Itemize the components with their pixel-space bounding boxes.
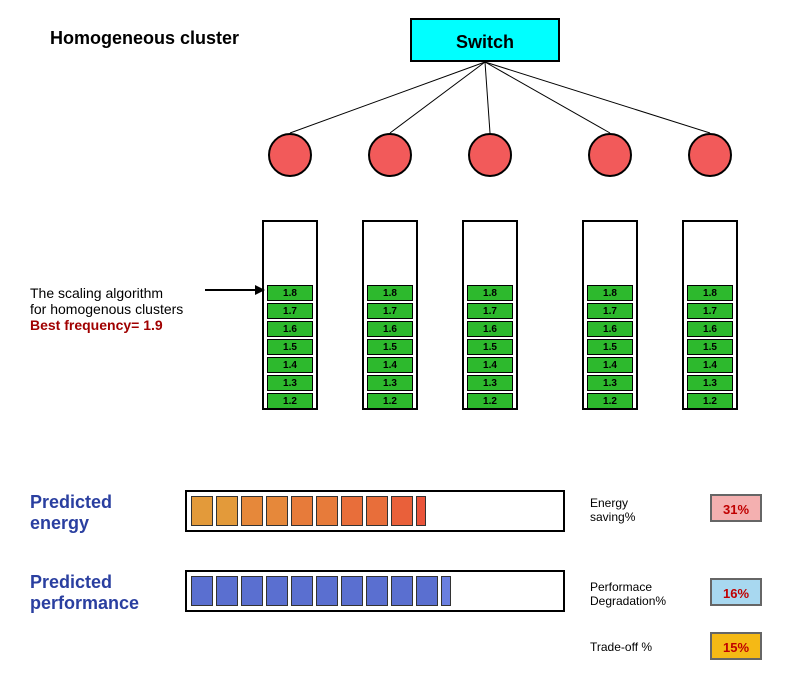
predicted-segment bbox=[241, 576, 263, 606]
algo-line2: for homogenous clusters bbox=[30, 301, 183, 317]
frequency-slot: 1.6 bbox=[467, 321, 513, 337]
arrow-head bbox=[255, 285, 265, 295]
predicted-label: Predicted energy bbox=[30, 492, 112, 534]
frequency-slot: 1.4 bbox=[587, 357, 633, 373]
frequency-slot: 1.6 bbox=[587, 321, 633, 337]
frequency-slot: 1.3 bbox=[467, 375, 513, 391]
predicted-segment bbox=[316, 496, 338, 526]
frequency-slot: 1.7 bbox=[587, 303, 633, 319]
predicted-bar bbox=[185, 570, 565, 612]
connection-wires bbox=[0, 0, 800, 250]
predicted-segment bbox=[291, 576, 313, 606]
frequency-slot: 1.7 bbox=[367, 303, 413, 319]
frequency-container: 1.8 1.7 1.6 1.5 1.4 1.3 1.2 bbox=[582, 220, 638, 410]
predicted-segment bbox=[416, 496, 426, 526]
predicted-segment bbox=[341, 576, 363, 606]
node-circle bbox=[588, 133, 632, 177]
predicted-segment bbox=[366, 576, 388, 606]
frequency-slot: 1.5 bbox=[687, 339, 733, 355]
frequency-container: 1.8 1.7 1.6 1.5 1.4 1.3 1.2 bbox=[462, 220, 518, 410]
frequency-slot: 1.2 bbox=[687, 393, 733, 409]
frequency-slot: 1.6 bbox=[687, 321, 733, 337]
predicted-bar bbox=[185, 490, 565, 532]
frequency-slot: 1.2 bbox=[367, 393, 413, 409]
algorithm-label: The scaling algorithm for homogenous clu… bbox=[30, 285, 183, 333]
metric-value-box: 16% bbox=[710, 578, 762, 606]
predicted-segment bbox=[416, 576, 438, 606]
predicted-segment bbox=[216, 576, 238, 606]
predicted-segment bbox=[241, 496, 263, 526]
predicted-segment bbox=[391, 496, 413, 526]
metric-value-box: 31% bbox=[710, 494, 762, 522]
predicted-segment bbox=[191, 576, 213, 606]
frequency-slot: 1.7 bbox=[687, 303, 733, 319]
frequency-slot: 1.5 bbox=[587, 339, 633, 355]
predicted-segment bbox=[341, 496, 363, 526]
predicted-segment bbox=[266, 496, 288, 526]
frequency-slot: 1.6 bbox=[367, 321, 413, 337]
predicted-segment bbox=[366, 496, 388, 526]
predicted-segment bbox=[316, 576, 338, 606]
frequency-slot: 1.8 bbox=[687, 285, 733, 301]
node-circle bbox=[268, 133, 312, 177]
predicted-segment bbox=[391, 576, 413, 606]
frequency-slot: 1.4 bbox=[267, 357, 313, 373]
frequency-slot: 1.2 bbox=[267, 393, 313, 409]
predicted-segment bbox=[266, 576, 288, 606]
predicted-label: Predicted performance bbox=[30, 572, 139, 614]
predicted-segment bbox=[216, 496, 238, 526]
metric-value-box: 15% bbox=[710, 632, 762, 660]
metric-label: Performace Degradation% bbox=[590, 580, 666, 608]
best-frequency: Best frequency= 1.9 bbox=[30, 317, 163, 333]
predicted-segment bbox=[191, 496, 213, 526]
frequency-slot: 1.5 bbox=[367, 339, 413, 355]
predicted-segment bbox=[441, 576, 451, 606]
metric-label: Trade-off % bbox=[590, 640, 652, 654]
frequency-slot: 1.7 bbox=[267, 303, 313, 319]
frequency-slot: 1.6 bbox=[267, 321, 313, 337]
frequency-slot: 1.8 bbox=[587, 285, 633, 301]
node-circle bbox=[368, 133, 412, 177]
frequency-slot: 1.5 bbox=[267, 339, 313, 355]
frequency-slot: 1.8 bbox=[267, 285, 313, 301]
frequency-slot: 1.8 bbox=[467, 285, 513, 301]
frequency-slot: 1.3 bbox=[587, 375, 633, 391]
algo-line1: The scaling algorithm bbox=[30, 285, 163, 301]
frequency-slot: 1.4 bbox=[367, 357, 413, 373]
frequency-slot: 1.3 bbox=[267, 375, 313, 391]
frequency-slot: 1.3 bbox=[367, 375, 413, 391]
frequency-slot: 1.2 bbox=[587, 393, 633, 409]
frequency-container: 1.8 1.7 1.6 1.5 1.4 1.3 1.2 bbox=[362, 220, 418, 410]
node-circle bbox=[688, 133, 732, 177]
node-circle bbox=[468, 133, 512, 177]
arrow-line bbox=[205, 289, 255, 291]
frequency-slot: 1.4 bbox=[687, 357, 733, 373]
frequency-slot: 1.3 bbox=[687, 375, 733, 391]
frequency-container: 1.8 1.7 1.6 1.5 1.4 1.3 1.2 bbox=[682, 220, 738, 410]
frequency-slot: 1.8 bbox=[367, 285, 413, 301]
frequency-slot: 1.4 bbox=[467, 357, 513, 373]
predicted-segment bbox=[291, 496, 313, 526]
frequency-slot: 1.5 bbox=[467, 339, 513, 355]
frequency-slot: 1.7 bbox=[467, 303, 513, 319]
frequency-slot: 1.2 bbox=[467, 393, 513, 409]
frequency-container: 1.8 1.7 1.6 1.5 1.4 1.3 1.2 bbox=[262, 220, 318, 410]
metric-label: Energy saving% bbox=[590, 496, 635, 524]
